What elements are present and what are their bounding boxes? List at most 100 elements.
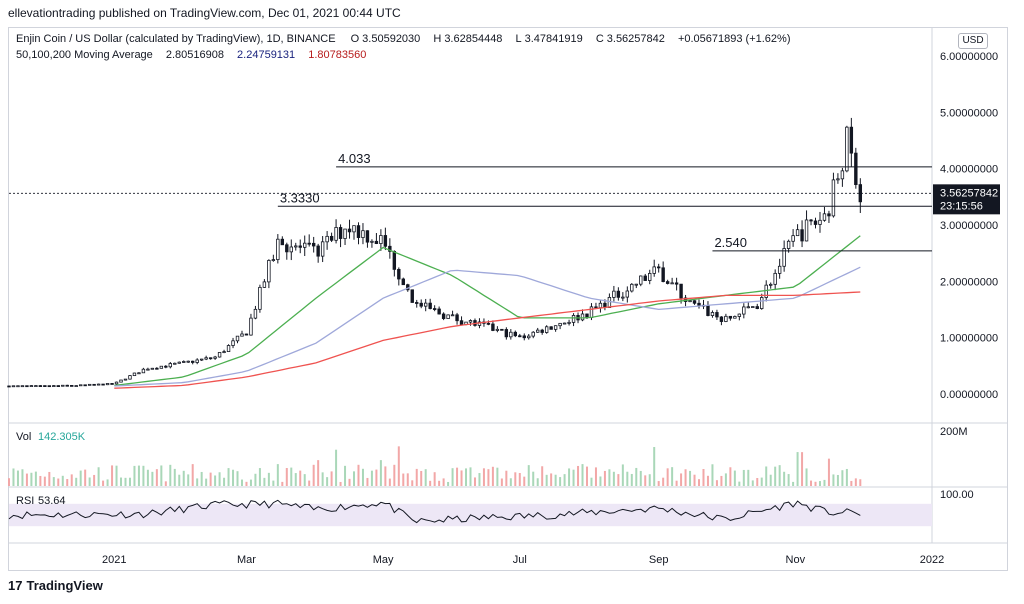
candle-body	[334, 227, 338, 241]
volume-bar	[675, 480, 678, 486]
volume-bar	[603, 470, 606, 486]
volume-bar	[827, 458, 830, 486]
volume-bar	[388, 478, 391, 486]
volume-bar	[384, 466, 387, 486]
candle-body	[804, 219, 809, 242]
volume-bar	[21, 469, 24, 486]
volume-bar	[84, 469, 87, 486]
candle-body	[150, 367, 155, 370]
volume-bar	[128, 477, 131, 486]
candle-body	[231, 340, 235, 346]
volume-bar	[102, 480, 105, 486]
candle-body	[267, 260, 271, 283]
volume-bar	[581, 464, 584, 486]
volume-bar	[845, 468, 848, 486]
volume-bar	[344, 465, 347, 486]
candle-body	[504, 329, 509, 338]
volume-bar	[433, 472, 436, 486]
volume-bar	[599, 476, 602, 486]
volume-bar	[272, 480, 275, 486]
volume-bar	[339, 481, 342, 486]
candle-body	[455, 314, 459, 322]
volume-legend-value: 142.305K	[38, 431, 86, 443]
candle-body	[679, 283, 683, 299]
candle-body	[285, 244, 289, 253]
currency-button[interactable]: USD	[958, 33, 988, 49]
volume-bar	[34, 471, 37, 486]
time-axis-tick: Nov	[786, 554, 806, 566]
volume-bar	[420, 470, 423, 486]
candle-body	[822, 213, 827, 221]
candle-body	[47, 385, 52, 388]
candle-body	[123, 378, 128, 381]
candle-body	[352, 225, 356, 233]
candle-body	[437, 308, 441, 315]
volume-bar	[711, 464, 714, 486]
candle-body	[746, 306, 750, 309]
candle-body	[509, 331, 513, 338]
volume-bar	[491, 466, 494, 486]
candle-body	[786, 240, 791, 249]
volume-bar	[120, 477, 123, 486]
ma100-value: 2.24759131	[237, 49, 296, 61]
candle-body	[415, 302, 419, 304]
candle-body	[43, 385, 47, 387]
candle-body	[388, 245, 392, 252]
candle-body	[311, 242, 316, 247]
volume-bar	[747, 469, 750, 486]
candle-body	[728, 315, 733, 319]
candle-body	[742, 306, 746, 315]
volume-bar	[465, 468, 468, 486]
candle-body	[495, 328, 500, 331]
candle-body	[199, 358, 204, 361]
ma-legend: 50,100,200 Moving Average 2.80516908 2.2…	[16, 49, 376, 61]
volume-bar	[30, 472, 33, 486]
candle-body	[155, 367, 159, 370]
candle-body	[540, 329, 544, 333]
volume-bar	[411, 480, 414, 486]
candle-body	[849, 126, 854, 154]
candle-body	[768, 283, 773, 286]
volume-bar	[666, 468, 669, 486]
candle-body	[706, 305, 710, 316]
candle-body	[258, 286, 262, 310]
volume-bar	[142, 465, 145, 486]
volume-bar	[585, 466, 588, 486]
candle-body	[235, 335, 240, 342]
candle-body	[195, 359, 199, 363]
candle-body	[141, 368, 146, 374]
volume-bar	[854, 478, 857, 486]
volume-bar	[111, 465, 114, 486]
volume-bar	[729, 467, 732, 486]
volume-bar	[88, 477, 91, 486]
volume-bar	[738, 481, 741, 486]
candle-body	[607, 297, 612, 308]
candle-body	[298, 245, 302, 248]
volume-bar	[518, 473, 521, 486]
candle-body	[661, 267, 665, 282]
candle-body	[177, 361, 181, 364]
volume-bar	[778, 465, 781, 486]
volume-bar	[810, 480, 813, 486]
candle-body	[271, 259, 276, 261]
candle-body	[249, 317, 253, 336]
candle-body	[191, 360, 195, 363]
price-axis-tick: 2.00000000	[940, 276, 998, 288]
volume-bar	[460, 470, 463, 486]
volume-bar	[124, 477, 127, 486]
candle-body	[253, 308, 258, 319]
candle-body	[612, 290, 616, 298]
candle-body	[800, 229, 804, 242]
volume-bar	[505, 470, 508, 486]
candle-body	[289, 246, 293, 253]
volume-bar	[698, 479, 701, 486]
candle-body	[280, 238, 285, 246]
volume-bar	[43, 476, 46, 486]
volume-bar	[693, 474, 696, 486]
candle-body	[827, 213, 831, 217]
candle-body	[777, 265, 782, 274]
volume-bar	[447, 481, 450, 486]
ma200-line	[114, 291, 861, 389]
volume-bar	[227, 468, 230, 486]
candle-body	[110, 383, 114, 385]
